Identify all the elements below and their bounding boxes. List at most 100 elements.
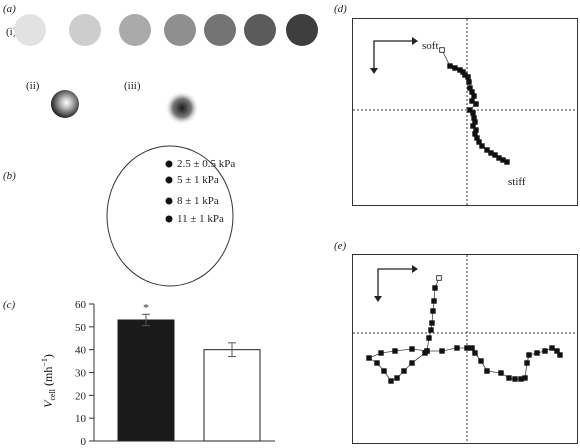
panel-a-sub-ii-label: (ii) xyxy=(26,80,40,92)
panel-c-label: (c) xyxy=(3,299,16,311)
y-label-unit: (mh xyxy=(41,367,55,389)
track-e-point xyxy=(526,352,532,358)
y-tick-label-50: 50 xyxy=(75,322,87,334)
zone-label-1: 2.5 ± 0.5 kPa xyxy=(177,158,236,170)
track-d-point xyxy=(484,147,490,153)
track-e-point xyxy=(428,327,434,333)
track-e-point xyxy=(506,375,512,381)
track-d-point xyxy=(466,79,472,85)
track-d-point xyxy=(470,110,476,116)
gradient-disc-ii xyxy=(51,90,79,118)
bar-1 xyxy=(117,319,175,442)
track-d-start-point xyxy=(439,47,445,53)
y-tick-label-10: 10 xyxy=(75,413,87,425)
track-e-point xyxy=(522,375,528,381)
track-e-point xyxy=(430,308,436,314)
track-e-point xyxy=(374,360,380,366)
track-e-point xyxy=(557,352,563,358)
track-d-point xyxy=(492,152,498,158)
track-e-point xyxy=(478,358,484,364)
track-e-point xyxy=(429,320,435,326)
track-d-point xyxy=(479,143,485,149)
panel-e-frame xyxy=(352,254,578,444)
track-e-point xyxy=(542,348,548,354)
velocity-bar-chart: 0 10 20 30 40 50 60 * Vcell (mh−1) xyxy=(40,299,275,448)
panel-b-label: (b) xyxy=(3,170,16,182)
track-d-point xyxy=(471,93,477,99)
panel-d-label: (d) xyxy=(334,3,347,15)
panel-a-sub-i-label: (i) xyxy=(6,26,17,38)
panel-e-label: (e) xyxy=(334,240,347,252)
y-label-main: V xyxy=(41,399,55,408)
y-tick-label-30: 30 xyxy=(75,368,87,380)
track-e-point xyxy=(469,345,475,351)
y-tick-label-20: 20 xyxy=(75,390,87,402)
track-e-point xyxy=(484,368,490,374)
stiffness-disc-2 xyxy=(69,14,101,46)
y-tick-label-0: 0 xyxy=(81,436,87,448)
zone-dot-4 xyxy=(165,215,173,223)
y-label-sup: −1 xyxy=(40,358,49,367)
track-e-point xyxy=(409,360,415,366)
stiffness-disc-3 xyxy=(119,14,151,46)
track-e-point xyxy=(392,348,398,354)
panel-a-sub-iii-label: (iii) xyxy=(124,80,141,92)
stiffness-disc-5 xyxy=(204,14,236,46)
stiffness-disc-7 xyxy=(286,14,318,46)
track-d-point xyxy=(470,123,476,129)
track-e-start-point xyxy=(436,275,442,281)
track-e-point xyxy=(378,350,384,356)
zone-dot-3 xyxy=(165,197,173,205)
track-e-point xyxy=(401,368,407,374)
panel-d-frame xyxy=(352,18,578,206)
zone-label-4: 11 ± 1 kPa xyxy=(177,213,224,225)
track-d-point xyxy=(467,107,473,113)
panel-a-figure xyxy=(14,14,318,125)
panel-d-track-plot xyxy=(352,18,578,206)
track-e-point xyxy=(464,345,470,351)
track-d-point xyxy=(465,74,471,80)
zone-label-3: 8 ± 1 kPa xyxy=(177,195,219,207)
track-e-point xyxy=(366,355,372,361)
gradient-disc-iii xyxy=(165,91,199,125)
track-d-point xyxy=(452,65,458,71)
track-e-point xyxy=(388,378,394,384)
track-e-point xyxy=(426,335,432,341)
stiff-label: stiff xyxy=(508,176,526,188)
track-e-point xyxy=(409,346,415,352)
y-label-sub: cell xyxy=(48,388,57,400)
track-e-point xyxy=(432,285,438,291)
track-e-point xyxy=(549,345,555,351)
track-e-point xyxy=(439,348,445,354)
track-e-path xyxy=(368,277,561,382)
soft-label: soft xyxy=(422,40,439,52)
zone-label-2: 5 ± 1 kPa xyxy=(177,174,219,186)
bar-2 xyxy=(203,349,261,442)
track-e-point xyxy=(424,348,430,354)
stiffness-disc-4 xyxy=(164,14,196,46)
zone-dot-1 xyxy=(165,160,173,168)
zone-dot-2 xyxy=(165,176,173,184)
y-tick-label-60: 60 xyxy=(75,299,87,311)
panel-e-track-plot xyxy=(352,254,578,444)
track-e-point xyxy=(381,368,387,374)
track-d-point xyxy=(476,139,482,145)
track-d-point xyxy=(469,98,475,104)
significance-marker: * xyxy=(143,300,149,314)
stiffness-disc-1 xyxy=(14,14,46,46)
panel-a-label: (a) xyxy=(3,3,16,15)
track-e-point xyxy=(431,298,437,304)
track-e-point xyxy=(534,350,540,356)
substrate-outline xyxy=(106,145,234,287)
panel-b-figure xyxy=(106,145,234,287)
track-e-point xyxy=(454,345,460,351)
track-e-point xyxy=(512,376,518,382)
y-label-close: ) xyxy=(41,354,55,358)
track-d-point xyxy=(447,63,453,69)
panel-e-axis-arrows xyxy=(374,265,418,302)
y-axis-label: Vcell (mh−1) xyxy=(40,354,57,408)
track-d-point xyxy=(504,159,510,165)
track-e-point xyxy=(524,360,530,366)
track-e-point xyxy=(498,370,504,376)
y-tick-label-40: 40 xyxy=(75,345,87,357)
